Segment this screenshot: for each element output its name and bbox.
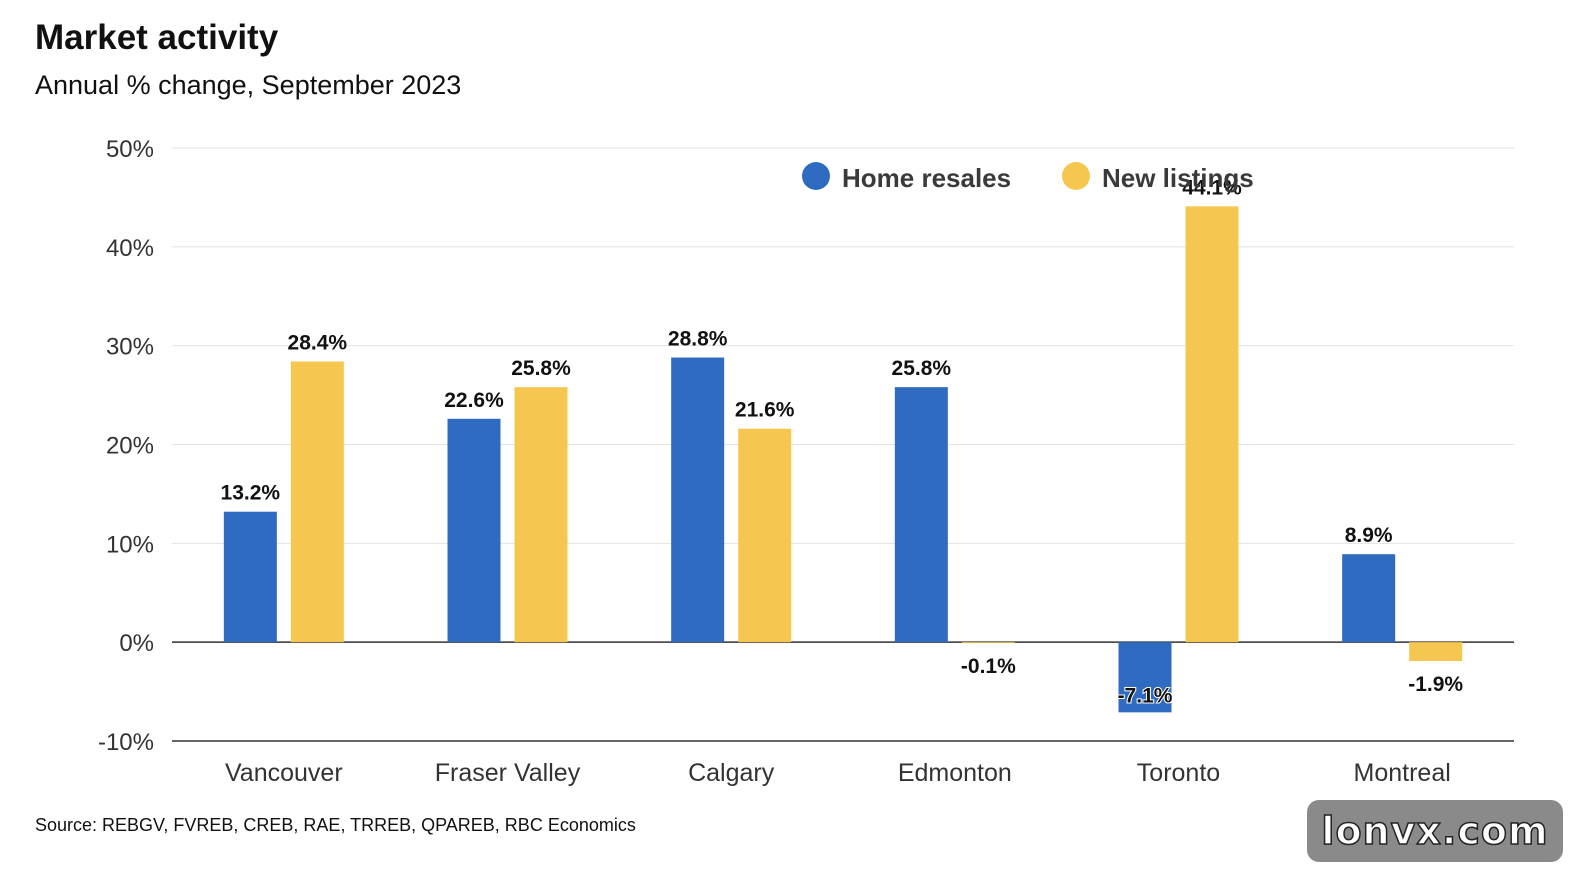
legend-marker: [1062, 162, 1090, 190]
bar-home-resales: [447, 418, 501, 643]
data-label: 25.8%: [892, 357, 952, 380]
y-tick-label: 50%: [106, 136, 154, 163]
category-label: Montreal: [1354, 759, 1451, 787]
data-label: -7.1%: [1118, 684, 1173, 707]
data-label: 21.6%: [735, 399, 795, 422]
data-label: 22.6%: [444, 389, 504, 412]
data-label: -0.1%: [961, 655, 1016, 678]
bar-new-listings: [961, 642, 1015, 644]
data-label: 13.2%: [221, 482, 281, 505]
data-label: 44.1%: [1182, 176, 1242, 199]
bar-new-listings: [1185, 206, 1239, 643]
category-label: Fraser Valley: [435, 759, 581, 787]
legend-marker: [802, 162, 830, 190]
data-label: 8.9%: [1345, 524, 1393, 547]
y-tick-label: 10%: [106, 531, 154, 558]
y-tick-label: 0%: [119, 630, 154, 657]
watermark-logo: lonvx.com: [1307, 800, 1563, 862]
bar-home-resales: [223, 511, 277, 643]
bar-home-resales: [1342, 554, 1396, 643]
data-label: 25.8%: [511, 357, 571, 380]
bar-home-resales: [1118, 642, 1172, 713]
legend-label: Home resales: [842, 163, 1011, 193]
data-label: -1.9%: [1408, 673, 1463, 696]
data-label: 28.4%: [288, 331, 348, 354]
y-tick-label: -10%: [98, 729, 154, 756]
chart-title: Market activity: [35, 18, 279, 57]
legend-label: New listings: [1102, 163, 1254, 193]
watermark-text: lonvx.com: [1321, 808, 1549, 854]
bar-home-resales: [894, 387, 948, 643]
bar-new-listings: [290, 361, 344, 643]
y-tick-label: 20%: [106, 433, 154, 460]
chart-subtitle: Annual % change, September 2023: [35, 70, 462, 100]
y-tick-label: 40%: [106, 235, 154, 262]
category-label: Toronto: [1137, 759, 1220, 787]
data-label: 28.8%: [668, 328, 728, 351]
category-label: Vancouver: [225, 759, 343, 787]
bar-home-resales: [671, 357, 725, 643]
category-label: Edmonton: [898, 759, 1012, 787]
source-note: Source: REBGV, FVREB, CREB, RAE, TRREB, …: [35, 815, 636, 835]
bar-new-listings: [514, 387, 568, 643]
category-label: Calgary: [688, 759, 775, 787]
y-tick-label: 30%: [106, 334, 154, 361]
bar-new-listings: [1409, 642, 1463, 661]
bar-new-listings: [738, 428, 792, 643]
